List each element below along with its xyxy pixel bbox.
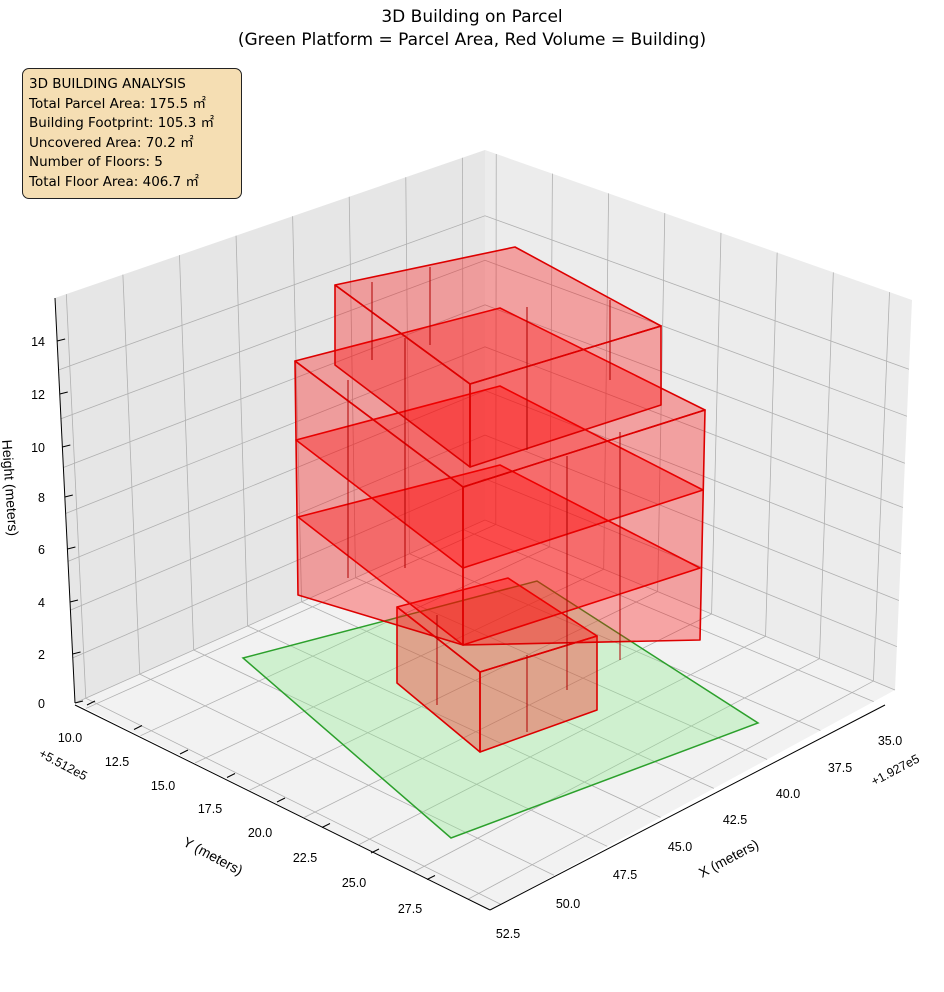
x-offset-label: +1.927e5: [869, 752, 922, 789]
y-tick-mark: [426, 875, 436, 880]
info-floor-area: Total Floor Area: 406.7 ㎡: [29, 173, 200, 190]
z-tick-label: 10: [31, 441, 45, 455]
grid-line-z: [65, 346, 904, 514]
x-tick-label: 35.0: [878, 734, 902, 748]
z-tick-label: 4: [38, 596, 45, 610]
x-tick-label: 37.5: [828, 761, 852, 775]
y-tick-label: 17.5: [198, 802, 222, 816]
z-tick-mark: [62, 444, 71, 448]
z-tick-mark: [69, 599, 79, 603]
y-tick-label: 25.0: [342, 876, 366, 890]
y-tick-label: 20.0: [248, 826, 272, 840]
left-wall-pane: [55, 150, 485, 703]
grid-line-z: [72, 478, 898, 659]
z-tick-label: 8: [38, 491, 45, 505]
x-tick-label: 52.5: [496, 927, 520, 941]
info-footprint: Building Footprint: 105.3 ㎡: [29, 115, 215, 131]
grid-line-z: [70, 434, 900, 611]
x-tick-label: 50.0: [556, 897, 580, 911]
info-uncovered: Uncovered Area: 70.2 ㎡: [29, 134, 194, 151]
z-axis-line: [54, 297, 76, 704]
x-axis-label: X (meters): [696, 836, 761, 881]
floor-pane: [75, 520, 895, 910]
y-tick-mark: [133, 725, 143, 730]
z-tick-mark: [67, 546, 76, 550]
y-tick-mark: [86, 700, 96, 706]
y-tick-label: 22.5: [293, 851, 317, 865]
z-tick-label: 2: [38, 648, 45, 662]
subtitle-line: (Green Platform = Parcel Area, Red Volum…: [237, 30, 707, 50]
z-tick-mark: [59, 391, 68, 395]
x-tick-label: 40.0: [776, 787, 800, 801]
z-tick-label: 6: [38, 543, 45, 557]
info-box: 3D BUILDING ANALYSIS Total Parcel Area: …: [22, 68, 242, 199]
grid-line-z: [63, 304, 906, 468]
y-tick-label: 10.0: [58, 731, 82, 745]
info-parcel-area: Total Parcel Area: 175.5 ㎡: [29, 95, 206, 112]
x-tick-label: 45.0: [668, 840, 692, 854]
y-tick-mark: [179, 749, 189, 755]
y-tick-label: 27.5: [398, 902, 422, 916]
grid-line-z: [60, 259, 908, 420]
info-floors: Number of Floors: 5: [29, 154, 163, 170]
y-axis-label: Y (meters): [181, 834, 246, 879]
y-axis-line: [74, 704, 491, 911]
x-tick-label: 47.5: [613, 868, 637, 882]
building-middle-right-face: [462, 409, 706, 646]
y-tick-mark: [276, 797, 286, 803]
z-tick-mark: [72, 651, 81, 655]
grid-line-z: [58, 215, 910, 371]
z-tick-mark: [74, 700, 84, 704]
x-tick-label: 42.5: [723, 813, 747, 827]
right-wall-pane: [485, 150, 912, 690]
y-tick-mark: [226, 773, 236, 778]
info-heading: 3D BUILDING ANALYSIS: [29, 76, 186, 92]
z-tick-mark: [64, 494, 73, 498]
z-axis-label: Height (meters): [0, 439, 22, 536]
title-line: 3D Building on Parcel: [381, 7, 563, 27]
z-tick-label: 14: [31, 335, 45, 349]
y-tick-mark: [321, 823, 331, 828]
building-floor1-right-face: [479, 635, 598, 753]
y-offset-label: +5.512e5: [37, 746, 90, 783]
grid-line-z: [74, 519, 896, 704]
y-tick-label: 15.0: [151, 779, 175, 793]
x-axis-line: [489, 704, 886, 911]
z-tick-label: 12: [31, 388, 45, 402]
y-tick-mark: [370, 848, 380, 854]
z-tick-mark: [57, 338, 66, 342]
parcel-platform: [241, 580, 760, 839]
grid-lines: [58, 153, 910, 905]
building-floor2-slab: [297, 464, 701, 646]
chart-title: 3D Building on Parcel (Green Platform = …: [0, 6, 944, 52]
building-floor5-right-face: [469, 325, 662, 468]
z-tick-label: 0: [38, 697, 45, 711]
y-tick-label: 12.5: [105, 755, 129, 769]
